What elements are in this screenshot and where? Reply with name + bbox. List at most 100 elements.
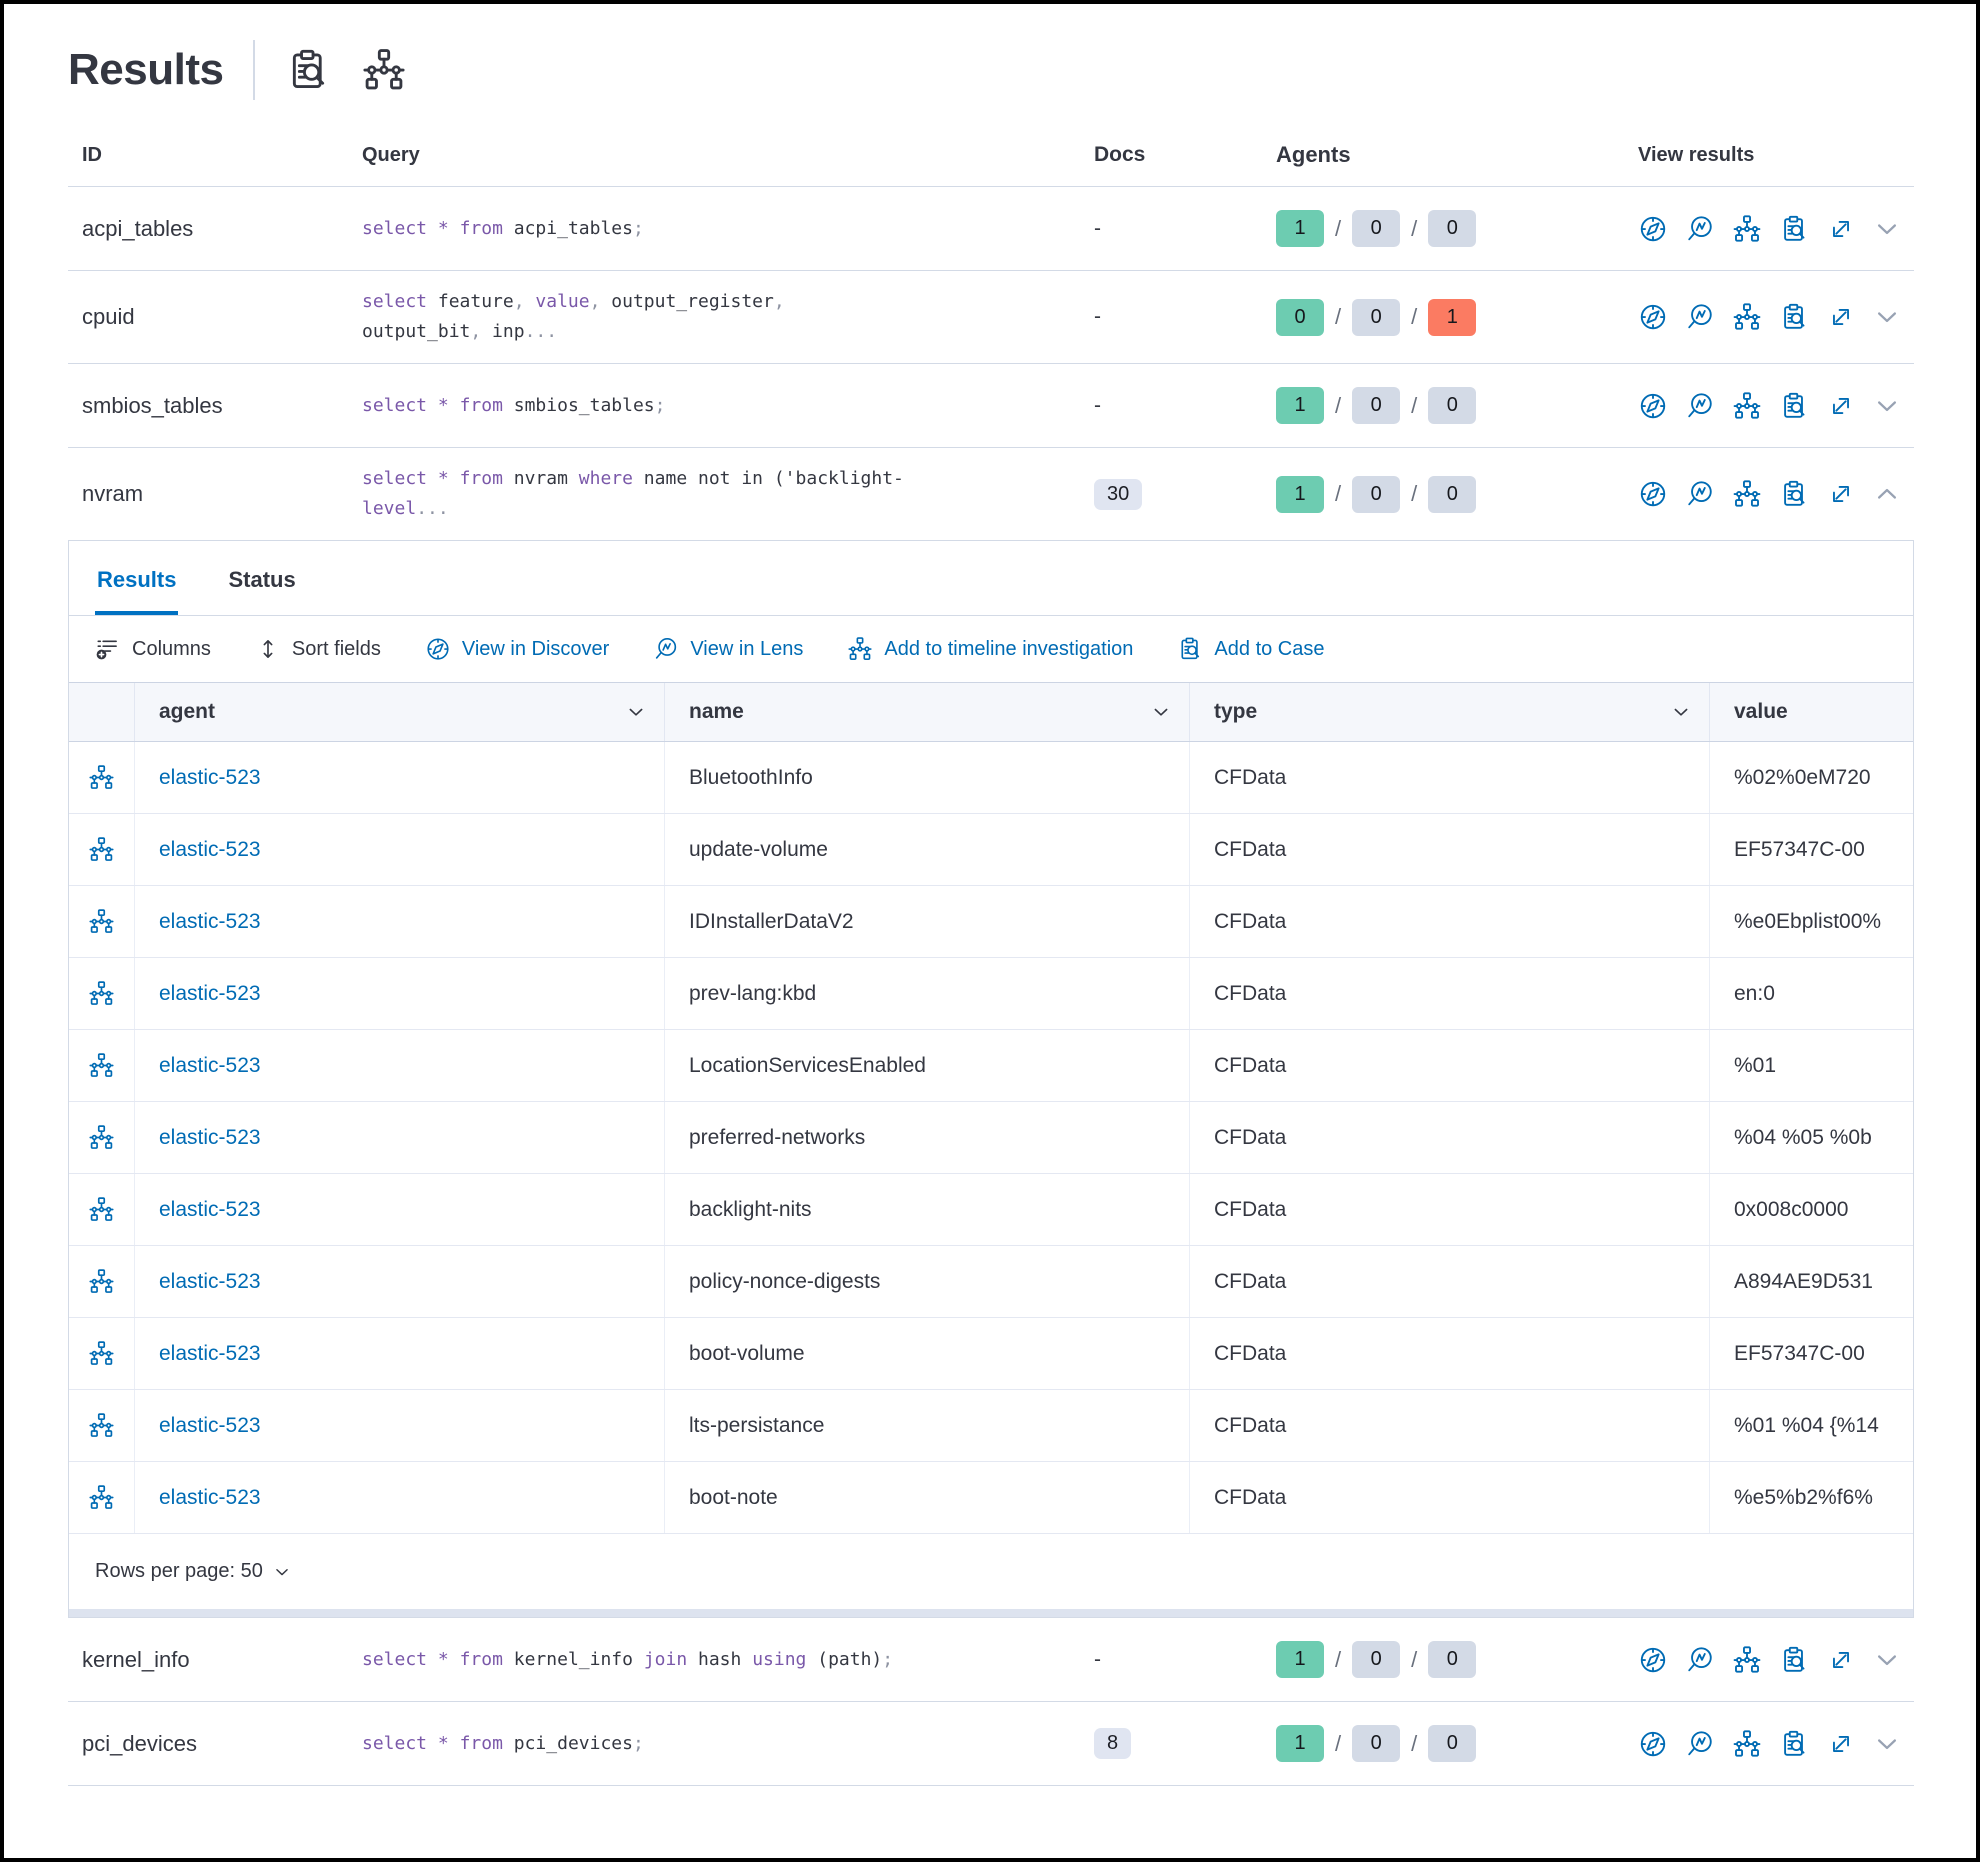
table-row: elastic-523 IDInstallerDataV2 CFData %e0… xyxy=(69,886,1913,958)
add-to-case-icon[interactable] xyxy=(1779,302,1809,332)
query-sql: select * from acpi_tables; xyxy=(362,217,644,239)
fullscreen-icon[interactable] xyxy=(1826,1729,1856,1759)
column-header-type[interactable]: type xyxy=(1190,683,1710,741)
row-timeline-action[interactable] xyxy=(69,1246,135,1317)
row-timeline-action[interactable] xyxy=(69,814,135,885)
view-in-discover-icon[interactable] xyxy=(1638,479,1668,509)
view-in-lens-icon[interactable] xyxy=(1685,479,1715,509)
agents-status: 1/ 0/ 0 xyxy=(1254,1725,1624,1762)
tab-results[interactable]: Results xyxy=(95,541,179,615)
value-cell: en:0 xyxy=(1734,981,1775,1005)
view-in-discover-icon[interactable] xyxy=(1638,1645,1668,1675)
agents-failed-badge: 0 xyxy=(1428,475,1477,513)
view-in-discover-icon[interactable] xyxy=(1638,391,1668,421)
expand-row-chevron-icon[interactable] xyxy=(1873,1646,1901,1674)
sort-fields-button[interactable]: Sort fields xyxy=(255,636,381,662)
query-sql: select * from pci_devices; xyxy=(362,1732,644,1754)
add-to-case-icon[interactable] xyxy=(1779,479,1809,509)
add-to-timeline-icon[interactable] xyxy=(1732,302,1762,332)
add-to-case-icon[interactable] xyxy=(1779,1645,1809,1675)
column-header-id: ID xyxy=(82,143,102,166)
agent-link[interactable]: elastic-523 xyxy=(159,1485,261,1509)
inspect-view-icon[interactable] xyxy=(285,47,331,93)
row-timeline-action[interactable] xyxy=(69,1174,135,1245)
horizontal-scrollbar[interactable] xyxy=(69,1609,1913,1617)
fullscreen-icon[interactable] xyxy=(1826,391,1856,421)
timeline-view-icon[interactable] xyxy=(361,47,407,93)
row-timeline-action[interactable] xyxy=(69,742,135,813)
expand-row-chevron-icon[interactable] xyxy=(1873,215,1901,243)
columns-button[interactable]: Columns xyxy=(95,636,211,662)
row-timeline-action[interactable] xyxy=(69,1030,135,1101)
column-header-value[interactable]: value xyxy=(1734,700,1788,723)
add-to-case-icon[interactable] xyxy=(1779,1729,1809,1759)
chevron-down-icon[interactable] xyxy=(1671,702,1691,722)
agents-success-badge: 1 xyxy=(1276,475,1324,513)
row-timeline-action[interactable] xyxy=(69,886,135,957)
add-to-timeline-icon[interactable] xyxy=(1732,214,1762,244)
agents-pending-badge: 0 xyxy=(1352,1641,1401,1678)
row-timeline-action[interactable] xyxy=(69,958,135,1029)
tab-status[interactable]: Status xyxy=(228,567,296,592)
agent-link[interactable]: elastic-523 xyxy=(159,837,261,861)
agent-link[interactable]: elastic-523 xyxy=(159,1197,261,1221)
name-cell: backlight-nits xyxy=(665,1174,1190,1245)
column-header-name[interactable]: name xyxy=(665,683,1190,741)
query-row-nvram: nvram select * from nvram where name not… xyxy=(68,448,1914,540)
add-to-case-button[interactable]: Add to Case xyxy=(1177,636,1325,662)
fullscreen-icon[interactable] xyxy=(1826,214,1856,244)
add-to-timeline-icon[interactable] xyxy=(1732,1645,1762,1675)
expand-row-chevron-icon[interactable] xyxy=(1873,303,1901,331)
row-timeline-action[interactable] xyxy=(69,1390,135,1461)
results-toolbar: Columns Sort fields View in Discover Vie… xyxy=(69,616,1913,682)
view-in-lens-icon[interactable] xyxy=(1685,1645,1715,1675)
view-in-lens-icon[interactable] xyxy=(1685,391,1715,421)
name-cell: IDInstallerDataV2 xyxy=(665,886,1190,957)
type-cell: CFData xyxy=(1190,1174,1710,1245)
add-to-case-icon[interactable] xyxy=(1779,391,1809,421)
agent-link[interactable]: elastic-523 xyxy=(159,1269,261,1293)
add-to-timeline-icon[interactable] xyxy=(1732,391,1762,421)
view-in-lens-icon[interactable] xyxy=(1685,214,1715,244)
view-results-actions xyxy=(1624,214,1914,244)
agent-link[interactable]: elastic-523 xyxy=(159,765,261,789)
view-results-actions xyxy=(1624,1645,1914,1675)
agent-link[interactable]: elastic-523 xyxy=(159,1341,261,1365)
agent-link[interactable]: elastic-523 xyxy=(159,909,261,933)
row-timeline-action[interactable] xyxy=(69,1102,135,1173)
column-header-agent[interactable]: agent xyxy=(135,683,665,741)
chevron-down-icon[interactable] xyxy=(626,702,646,722)
chevron-down-icon[interactable] xyxy=(1151,702,1171,722)
view-in-discover-icon[interactable] xyxy=(1638,214,1668,244)
add-to-timeline-icon[interactable] xyxy=(1732,479,1762,509)
view-in-lens-icon[interactable] xyxy=(1685,302,1715,332)
expand-row-chevron-icon[interactable] xyxy=(1873,392,1901,420)
row-timeline-action[interactable] xyxy=(69,1318,135,1389)
rows-per-page-selector[interactable]: Rows per page: 50 xyxy=(69,1534,1913,1609)
fullscreen-icon[interactable] xyxy=(1826,479,1856,509)
agent-link[interactable]: elastic-523 xyxy=(159,1413,261,1437)
add-to-timeline-icon[interactable] xyxy=(1732,1729,1762,1759)
view-in-discover-button[interactable]: View in Discover xyxy=(425,636,609,662)
collapse-row-chevron-icon[interactable] xyxy=(1873,480,1901,508)
query-id: nvram xyxy=(82,481,144,506)
agents-success-badge: 1 xyxy=(1276,1725,1324,1762)
agent-cell: elastic-523 xyxy=(135,1318,665,1389)
agent-link[interactable]: elastic-523 xyxy=(159,1053,261,1077)
view-in-lens-button[interactable]: View in Lens xyxy=(653,636,803,662)
data-grid-body: elastic-523 BluetoothInfo CFData %02%0eM… xyxy=(69,742,1913,1534)
view-in-discover-icon[interactable] xyxy=(1638,302,1668,332)
fullscreen-icon[interactable] xyxy=(1826,1645,1856,1675)
expand-row-chevron-icon[interactable] xyxy=(1873,1730,1901,1758)
agent-link[interactable]: elastic-523 xyxy=(159,981,261,1005)
type-cell: CFData xyxy=(1190,1318,1710,1389)
row-timeline-action[interactable] xyxy=(69,1462,135,1533)
view-in-lens-icon[interactable] xyxy=(1685,1729,1715,1759)
docs-count: - xyxy=(1094,393,1101,417)
add-to-timeline-button[interactable]: Add to timeline investigation xyxy=(847,636,1133,662)
agent-link[interactable]: elastic-523 xyxy=(159,1125,261,1149)
fullscreen-icon[interactable] xyxy=(1826,302,1856,332)
name-cell: prev-lang:kbd xyxy=(665,958,1190,1029)
view-in-discover-icon[interactable] xyxy=(1638,1729,1668,1759)
add-to-case-icon[interactable] xyxy=(1779,214,1809,244)
